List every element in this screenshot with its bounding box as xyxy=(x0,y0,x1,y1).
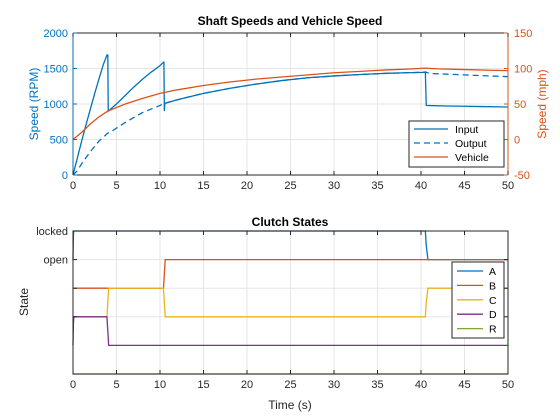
x-tick-label: 30 xyxy=(328,379,340,391)
x-tick-label: 0 xyxy=(70,379,76,391)
chart-title-top: Shaft Speeds and Vehicle Speed xyxy=(198,14,383,28)
y-axis-label-right: Speed (mph) xyxy=(535,69,549,138)
legend-label-vehicle: Vehicle xyxy=(455,152,489,164)
x-tick-label: 15 xyxy=(197,180,209,192)
legend-label-r: R xyxy=(489,324,497,336)
tick-labels-bottom: 0 5 10 15 20 25 30 35 40 45 50 open locked xyxy=(36,226,514,391)
x-tick-label: 45 xyxy=(458,379,470,391)
series-line-c xyxy=(73,287,508,318)
x-tick-label: 20 xyxy=(241,180,253,192)
y-tick-label-right: 50 xyxy=(514,99,526,111)
legend-label-input: Input xyxy=(455,124,478,136)
x-tick-label: 5 xyxy=(113,180,119,192)
x-tick-label: 35 xyxy=(371,379,383,391)
x-tick-label: 40 xyxy=(415,379,427,391)
legend-label-d: D xyxy=(489,309,497,321)
y-tick-label-left: 2000 xyxy=(44,28,68,40)
y-tick-label-right: -50 xyxy=(514,170,530,182)
x-tick-label: 40 xyxy=(415,180,427,192)
y-tick-label-right: 0 xyxy=(514,135,520,147)
chart-shaft-speeds: 0 5 10 15 20 25 30 35 40 45 500500100015002000-500… xyxy=(27,14,549,192)
chart-clutch-states: 0 5 10 15 20 25 30 35 40 45 50 open locked Clutch St… xyxy=(17,215,514,412)
x-axis-label-bottom: Time (s) xyxy=(268,398,312,412)
x-tick-label: 15 xyxy=(197,379,209,391)
y-tick-label-left: 0 xyxy=(62,170,68,182)
series-line-vehicle xyxy=(72,67,509,141)
series-line-output xyxy=(72,71,509,176)
y-tick-label-right: 150 xyxy=(514,28,532,40)
legend-label-output: Output xyxy=(455,138,487,150)
x-tick-label: 45 xyxy=(458,180,470,192)
x-tick-label: 25 xyxy=(284,379,296,391)
x-tick-label: 5 xyxy=(113,379,119,391)
x-tick-label: 30 xyxy=(328,180,340,192)
y-axis-label-left: Speed (RPM) xyxy=(27,68,41,141)
legend-label-a: A xyxy=(489,266,496,278)
y-tick-label-left: 1000 xyxy=(44,99,68,111)
x-tick-label: 50 xyxy=(502,180,514,192)
legend-top: Input Output Vehicle xyxy=(408,120,505,168)
y-tick-label-left: 1500 xyxy=(44,64,68,76)
x-tick-label: 20 xyxy=(241,379,253,391)
legend-label-c: C xyxy=(489,295,497,307)
tick-labels-top: 0 5 10 15 20 25 30 35 40 45 500500100015002000-500… xyxy=(44,28,533,192)
legend-label-b: B xyxy=(489,280,496,292)
y-axis-label-bottom: State xyxy=(17,288,31,316)
x-tick-label: 35 xyxy=(371,180,383,192)
x-tick-label: 25 xyxy=(284,180,296,192)
x-tick-label: 0 xyxy=(70,180,76,192)
x-tick-label: 10 xyxy=(154,379,166,391)
y-tick-label: locked xyxy=(36,226,68,238)
chart-title-bottom: Clutch States xyxy=(252,215,329,229)
y-tick-label: open xyxy=(44,255,68,267)
y-tick-label-right: 100 xyxy=(514,64,532,76)
x-tick-label: 50 xyxy=(502,379,514,391)
series-lines-top xyxy=(72,54,509,176)
x-tick-label: 10 xyxy=(154,180,166,192)
y-tick-label-left: 500 xyxy=(50,135,68,147)
